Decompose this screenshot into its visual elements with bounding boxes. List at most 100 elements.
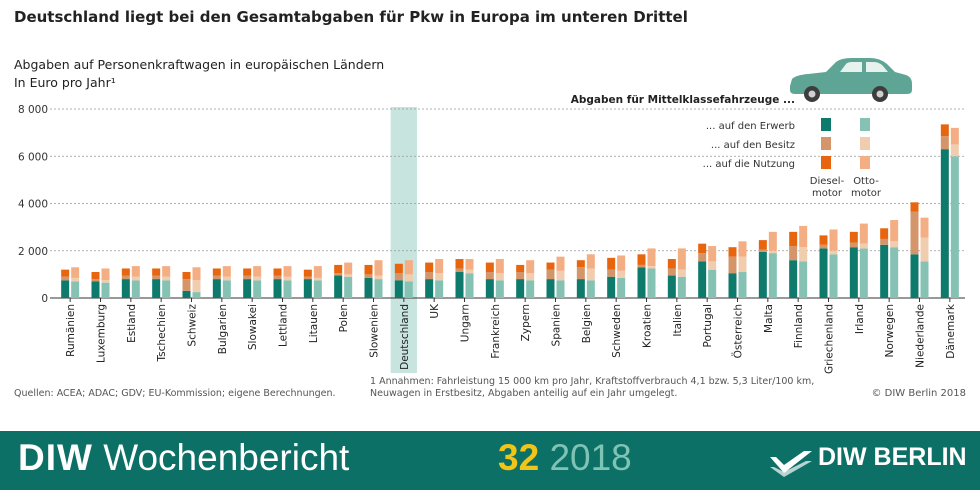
bar-otto-besitz [495, 273, 504, 281]
x-tick-label: Spanien [551, 304, 563, 346]
bar-diesel-besitz [880, 238, 889, 245]
bar-otto-erwerb [708, 269, 717, 298]
bar-diesel-nutzung [182, 272, 191, 280]
bar-diesel-besitz [667, 268, 676, 276]
x-tick-label: Lettland [278, 304, 290, 347]
bar-diesel-nutzung [152, 268, 161, 276]
bar-otto-besitz [162, 276, 171, 281]
bar-otto-erwerb [374, 279, 383, 298]
bar-diesel-besitz [91, 279, 100, 282]
bar-otto-nutzung [526, 260, 535, 274]
x-tick-label: Schweden [611, 304, 623, 358]
bar-otto-nutzung [890, 220, 899, 242]
legend-otto-label-1: Otto- [853, 176, 879, 187]
bar-otto-nutzung [708, 246, 717, 262]
bar-diesel-nutzung [364, 264, 373, 275]
bar-diesel-besitz [152, 275, 161, 280]
issue-info: 32 2018 [498, 437, 632, 479]
bar-diesel-erwerb [303, 279, 312, 298]
bar-diesel-erwerb [546, 279, 555, 298]
bar-diesel-besitz [61, 276, 70, 281]
x-tick-label: Ungarn [460, 304, 472, 342]
bar-otto-erwerb [920, 261, 929, 298]
x-tick-label: Tschechien [156, 304, 168, 363]
x-tick-label: Dänemark [945, 303, 957, 359]
bar-diesel-besitz [849, 242, 858, 248]
chart-subtitle: Abgaben auf Personenkraftwagen in europä… [14, 57, 385, 72]
bar-diesel-nutzung [576, 260, 585, 268]
bar-otto-nutzung [738, 241, 747, 257]
page-title: Deutschland liegt bei den Gesamtabgaben … [14, 8, 688, 26]
x-tick-label: Luxemburg [96, 304, 108, 363]
bar-diesel-besitz [425, 272, 434, 280]
bar-diesel-erwerb [637, 267, 646, 298]
bar-otto-erwerb [677, 276, 686, 298]
bar-diesel-nutzung [819, 235, 828, 245]
bar-diesel-erwerb [485, 279, 494, 298]
bar-otto-besitz [677, 269, 686, 277]
x-tick-label: Malta [763, 304, 775, 333]
bar-diesel-nutzung [121, 268, 130, 276]
bar-otto-besitz [222, 276, 231, 281]
diw-logo-icon [770, 451, 812, 477]
bar-otto-besitz [283, 276, 292, 281]
x-tick-label: Niederlande [915, 304, 927, 368]
bar-diesel-nutzung [273, 268, 282, 276]
bar-diesel-nutzung [940, 124, 949, 137]
bar-otto-erwerb [222, 280, 231, 298]
bar-diesel-besitz [182, 279, 191, 291]
bar-diesel-besitz [121, 275, 130, 280]
bar-diesel-erwerb [728, 273, 737, 298]
bar-diesel-erwerb [880, 244, 889, 298]
bar-diesel-erwerb [910, 254, 919, 298]
bar-diesel-erwerb [364, 277, 373, 298]
bar-otto-nutzung [435, 259, 444, 274]
x-tick-label: Bulgarien [217, 304, 229, 354]
x-tick-label: Estland [126, 304, 138, 343]
bar-otto-erwerb [738, 272, 747, 298]
bar-otto-erwerb [890, 247, 899, 298]
bar-diesel-erwerb [243, 279, 252, 298]
bar-otto-besitz [799, 247, 808, 262]
x-tick-label: Polen [338, 304, 350, 332]
bar-diesel-besitz [546, 269, 555, 280]
bar-diesel-nutzung [394, 263, 403, 274]
bar-otto-besitz [374, 275, 383, 280]
legend-otto-label-2: motor [851, 188, 882, 199]
bar-otto-erwerb [647, 268, 656, 298]
bar-otto-nutzung [677, 248, 686, 270]
bar-diesel-besitz [364, 274, 373, 278]
bar-otto-nutzung [617, 255, 626, 271]
footnote-line-2: Neuwagen in Erstbesitz, Abgaben anteilig… [370, 388, 678, 399]
copyright: © DIW Berlin 2018 [871, 388, 966, 399]
bar-diesel-besitz [698, 253, 707, 262]
x-tick-label: Litauen [308, 304, 320, 343]
bar-diesel-besitz [576, 267, 585, 280]
legend-heading: Abgaben für Mittelklassefahrzeuge ... [571, 94, 795, 106]
legend-swatch-diesel-erwerb [821, 118, 831, 131]
bar-diesel-besitz [728, 256, 737, 274]
bar-otto-nutzung [344, 262, 353, 275]
y-tick-label: 4 000 [18, 199, 48, 211]
bar-otto-besitz [313, 277, 322, 281]
bar-otto-erwerb [495, 280, 504, 298]
bar-otto-besitz [738, 256, 747, 273]
bar-otto-besitz [920, 237, 929, 262]
bar-diesel-besitz [485, 272, 494, 280]
legend-swatch-diesel-nutzung [821, 156, 831, 169]
bar-diesel-nutzung [637, 254, 646, 265]
chart-legend: Abgaben für Mittelklassefahrzeuge ... ..… [571, 58, 912, 199]
y-tick-label: 6 000 [18, 151, 48, 163]
footnote: 1 Annahmen: Fahrleistung 15 000 km pro J… [370, 376, 814, 400]
x-tick-label: Belgien [581, 304, 593, 343]
bar-otto-besitz [131, 276, 140, 281]
issue-year: 2018 [549, 437, 632, 478]
x-tick-label: Griechenland [824, 304, 836, 374]
x-tick-label: Österreich [732, 304, 745, 358]
bar-otto-erwerb [313, 280, 322, 298]
x-tick-label: Frankreich [490, 304, 502, 359]
source-note: Quellen: ACEA; ADAC; GDV; EU-Kommission;… [14, 388, 336, 399]
bar-otto-erwerb [768, 253, 777, 298]
bar-otto-erwerb [162, 280, 171, 298]
x-tick-label: Norwegen [884, 304, 896, 357]
